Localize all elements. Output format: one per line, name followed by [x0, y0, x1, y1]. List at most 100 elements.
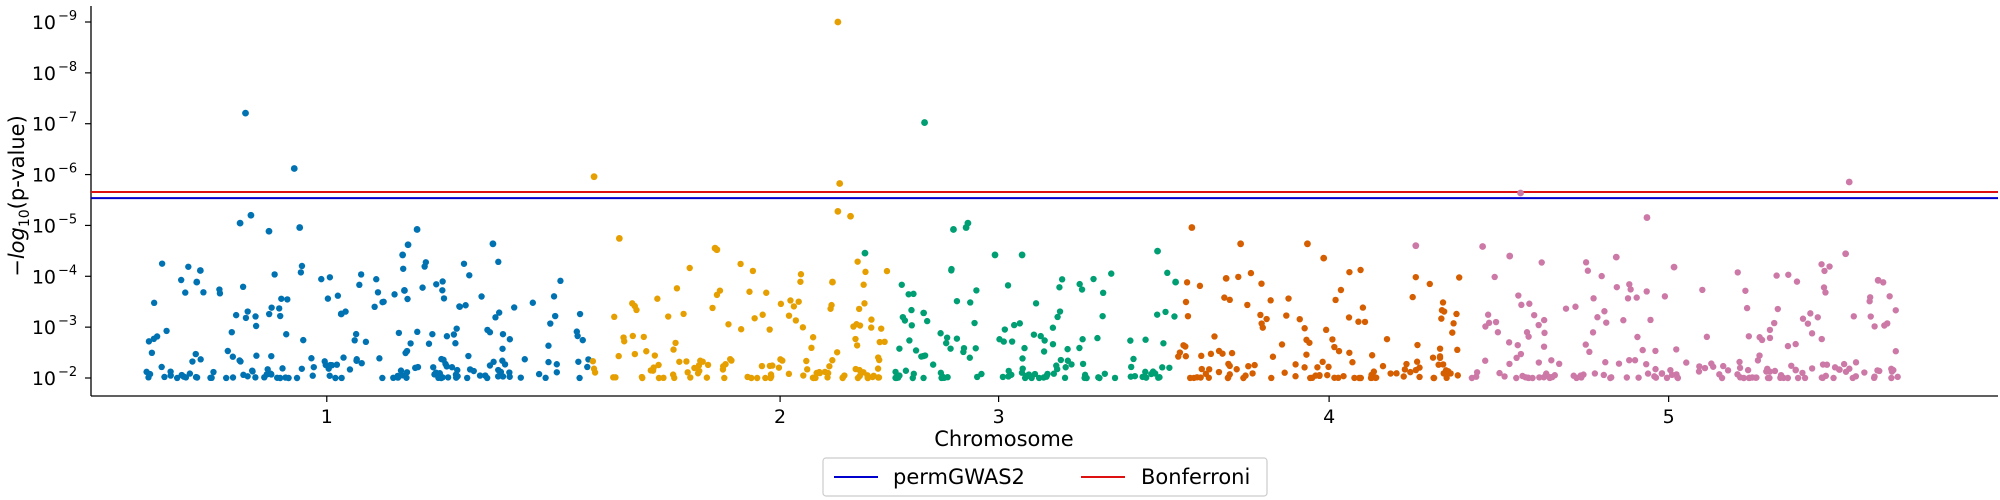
data-point	[695, 362, 703, 369]
data-point	[1591, 370, 1599, 377]
data-point	[612, 374, 619, 381]
data-point	[150, 299, 158, 307]
data-point	[1744, 366, 1752, 374]
data-point	[371, 303, 378, 311]
data-point	[1407, 368, 1414, 376]
data-point	[1603, 319, 1610, 326]
data-point	[1450, 320, 1457, 327]
data-point	[629, 332, 637, 340]
data-point	[401, 287, 408, 294]
data-point	[273, 374, 281, 381]
data-point	[244, 373, 251, 380]
data-point	[419, 284, 426, 291]
data-point	[1267, 297, 1274, 304]
data-point	[655, 374, 663, 382]
data-point	[1443, 371, 1450, 378]
data-point	[146, 370, 154, 378]
data-point	[1517, 189, 1524, 197]
data-point	[1485, 319, 1493, 327]
data-point	[785, 312, 793, 319]
data-point	[1586, 348, 1593, 356]
data-point	[1620, 317, 1627, 324]
data-point	[1819, 361, 1827, 368]
data-point	[921, 119, 928, 126]
data-point	[800, 372, 807, 379]
data-point	[1482, 357, 1489, 364]
data-point	[1400, 373, 1407, 380]
data-point	[615, 235, 623, 242]
data-point	[495, 366, 502, 374]
data-point	[1517, 350, 1525, 358]
data-point	[1000, 338, 1007, 345]
data-point	[290, 165, 298, 172]
data-point	[1184, 312, 1192, 320]
data-point	[960, 348, 967, 356]
data-point	[529, 299, 537, 306]
data-point	[340, 354, 347, 361]
data-point	[1090, 275, 1097, 283]
data-point	[1792, 340, 1799, 348]
x-tick-label: 5	[1663, 406, 1675, 428]
data-point	[453, 325, 460, 332]
data-point	[1439, 361, 1447, 368]
data-point	[576, 310, 584, 318]
data-point	[1076, 344, 1083, 352]
data-point	[1292, 361, 1299, 368]
data-point	[1513, 374, 1520, 382]
data-point	[868, 324, 875, 331]
data-point	[1773, 272, 1780, 279]
legend: permGWAS2 Bonferroni	[822, 457, 1268, 497]
data-point	[589, 357, 597, 365]
data-point	[785, 370, 793, 378]
data-point	[1514, 341, 1521, 349]
data-point	[1745, 374, 1753, 382]
y-axis-label: −log10(p-value)	[5, 115, 33, 277]
data-point	[1061, 374, 1069, 382]
data-point	[670, 346, 677, 353]
data-point	[404, 295, 411, 303]
data-point	[713, 246, 721, 254]
data-point	[1414, 341, 1421, 349]
data-point	[247, 211, 255, 219]
data-point	[1053, 365, 1061, 373]
data-point	[1771, 319, 1778, 327]
data-point	[579, 336, 586, 344]
data-point	[1673, 346, 1680, 353]
data-point	[1674, 374, 1681, 381]
data-point	[1505, 339, 1513, 346]
data-point	[1826, 263, 1833, 270]
data-point	[1808, 330, 1816, 337]
data-point	[1226, 362, 1233, 370]
data-point	[413, 226, 421, 233]
data-point	[1515, 292, 1522, 299]
data-point	[1804, 320, 1812, 327]
data-point	[1387, 370, 1394, 377]
data-point	[542, 374, 549, 382]
data-point	[185, 263, 192, 270]
data-point	[207, 374, 214, 382]
data-point	[1643, 288, 1650, 295]
data-point	[870, 372, 877, 379]
data-point	[1894, 373, 1901, 381]
data-point	[1754, 357, 1762, 364]
data-point	[167, 372, 174, 379]
data-point	[704, 361, 712, 369]
data-point	[1473, 369, 1481, 376]
data-point	[1127, 337, 1134, 344]
y-tick-exponent: −5	[58, 212, 77, 227]
data-point	[1292, 373, 1299, 380]
data-point	[1799, 315, 1807, 322]
data-point	[803, 366, 811, 373]
data-point	[1626, 356, 1633, 364]
data-point	[852, 365, 859, 373]
data-point	[1016, 320, 1024, 327]
data-point	[1021, 374, 1029, 382]
data-point	[1801, 374, 1809, 382]
data-point	[1198, 365, 1205, 373]
data-point	[1536, 374, 1543, 381]
data-point	[1578, 374, 1585, 381]
data-point	[326, 372, 333, 379]
data-point	[1303, 336, 1310, 344]
data-point	[763, 289, 770, 296]
data-point	[482, 372, 489, 379]
